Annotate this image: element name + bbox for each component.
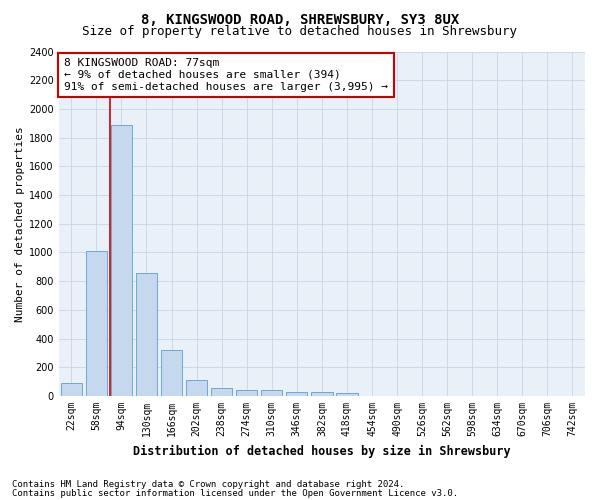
Bar: [236, 390, 257, 396]
Text: 8, KINGSWOOD ROAD, SHREWSBURY, SY3 8UX: 8, KINGSWOOD ROAD, SHREWSBURY, SY3 8UX: [141, 12, 459, 26]
Bar: [111, 124, 132, 396]
Bar: [86, 251, 107, 396]
Bar: [136, 272, 157, 396]
Bar: [336, 393, 358, 396]
Text: Contains public sector information licensed under the Open Government Licence v3: Contains public sector information licen…: [12, 488, 458, 498]
Y-axis label: Number of detached properties: Number of detached properties: [15, 126, 25, 322]
Text: Size of property relative to detached houses in Shrewsbury: Size of property relative to detached ho…: [83, 25, 517, 38]
Bar: [186, 380, 207, 396]
Bar: [286, 392, 307, 396]
Bar: [211, 388, 232, 396]
Text: 8 KINGSWOOD ROAD: 77sqm
← 9% of detached houses are smaller (394)
91% of semi-de: 8 KINGSWOOD ROAD: 77sqm ← 9% of detached…: [64, 58, 388, 92]
Bar: [161, 350, 182, 396]
X-axis label: Distribution of detached houses by size in Shrewsbury: Distribution of detached houses by size …: [133, 444, 511, 458]
Bar: [261, 390, 283, 396]
Bar: [61, 383, 82, 396]
Text: Contains HM Land Registry data © Crown copyright and database right 2024.: Contains HM Land Registry data © Crown c…: [12, 480, 404, 489]
Bar: [311, 392, 332, 396]
